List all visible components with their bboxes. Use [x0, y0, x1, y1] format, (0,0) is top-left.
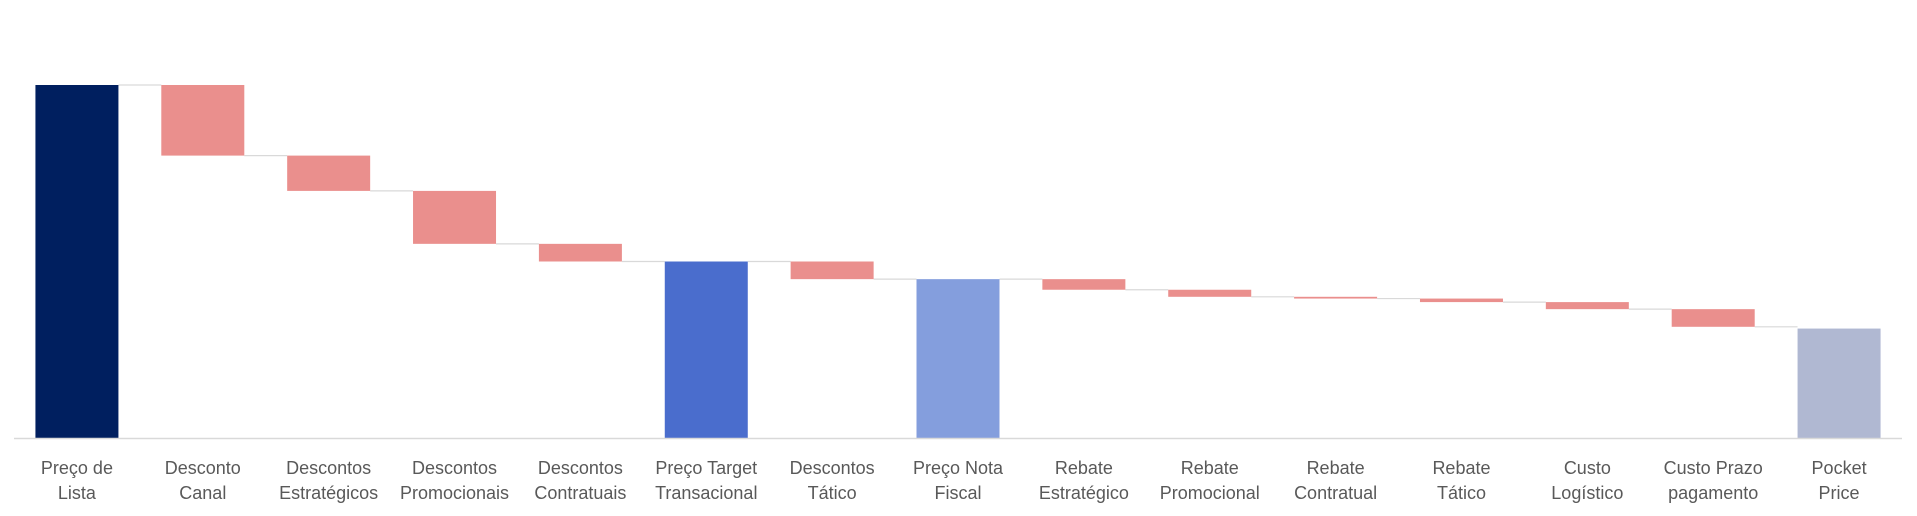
tick-label-line: Rebate [1307, 458, 1365, 478]
connector-lines [118, 84, 1798, 328]
tick-label-line: Rebate [1432, 458, 1490, 478]
bar-5 [664, 261, 748, 438]
tick-label-line: Rebate [1055, 458, 1113, 478]
bar-13 [1671, 309, 1755, 327]
tick-label-line: Desconto [165, 458, 241, 478]
tick-label-0: Preço de Lista [41, 458, 113, 503]
bar-1 [161, 85, 245, 156]
tick-label-11: Rebate Tático [1432, 458, 1490, 503]
tick-label-line: Estratégicos [279, 483, 378, 503]
tick-label-10: Rebate Contratual [1294, 458, 1377, 503]
tick-label-line: Estratégico [1039, 483, 1129, 503]
bar-7 [916, 279, 1000, 438]
tick-label-line: Tático [1437, 483, 1486, 503]
tick-label-9: Rebate Promocional [1160, 458, 1260, 503]
tick-label-line: Promocionais [400, 483, 509, 503]
bar-4 [538, 243, 622, 262]
tick-label-line: Logístico [1551, 483, 1623, 503]
tick-label-line: Custo Prazo [1664, 458, 1763, 478]
tick-label-line: Lista [58, 483, 97, 503]
tick-label-line: Custo [1564, 458, 1611, 478]
tick-label-7: Preço Nota Fiscal [913, 458, 1004, 503]
bar-6 [790, 261, 874, 280]
tick-label-line: Pocket [1812, 458, 1867, 478]
bar-0 [35, 85, 119, 438]
tick-label-5: Preço Target Transacional [655, 458, 757, 503]
tick-label-line: Canal [179, 483, 226, 503]
tick-label-line: Transacional [655, 483, 757, 503]
tick-label-line: Descontos [412, 458, 497, 478]
bar-11 [1419, 298, 1503, 303]
tick-label-line: pagamento [1668, 483, 1758, 503]
bar-8 [1042, 279, 1126, 290]
tick-label-line: Promocional [1160, 483, 1260, 503]
tick-label-line: Preço Nota [913, 458, 1004, 478]
tick-label-line: Preço Target [655, 458, 757, 478]
bar-9 [1168, 289, 1252, 297]
tick-label-line: Contratuais [534, 483, 626, 503]
tick-label-8: Rebate Estratégico [1039, 458, 1129, 503]
bar-3 [413, 190, 497, 244]
category-labels: Preço de Lista Desconto Canal Descontos Estra… [41, 458, 1867, 503]
tick-label-6: Descontos Tático [790, 458, 875, 503]
tick-label-line: Descontos [286, 458, 371, 478]
tick-label-4: Descontos Contratuais [534, 458, 626, 503]
tick-label-line: Tático [808, 483, 857, 503]
tick-label-line: Rebate [1181, 458, 1239, 478]
tick-label-line: Price [1819, 483, 1860, 503]
bar-10 [1294, 296, 1378, 299]
tick-label-line: Fiscal [934, 483, 981, 503]
tick-label-line: Preço de [41, 458, 113, 478]
bar-2 [287, 155, 371, 191]
tick-label-13: Custo Prazo pagamento [1664, 458, 1763, 503]
tick-label-12: Custo Logístico [1551, 458, 1623, 503]
tick-label-3: Descontos Promocionais [400, 458, 509, 503]
tick-label-line: Contratual [1294, 483, 1377, 503]
bar-12 [1545, 302, 1629, 310]
bars [35, 85, 1881, 438]
tick-label-line: Descontos [538, 458, 623, 478]
tick-label-1: Desconto Canal [165, 458, 241, 503]
tick-label-line: Descontos [790, 458, 875, 478]
bar-14 [1797, 328, 1881, 438]
tick-label-2: Descontos Estratégicos [279, 458, 378, 503]
tick-label-14: Pocket Price [1812, 458, 1867, 503]
